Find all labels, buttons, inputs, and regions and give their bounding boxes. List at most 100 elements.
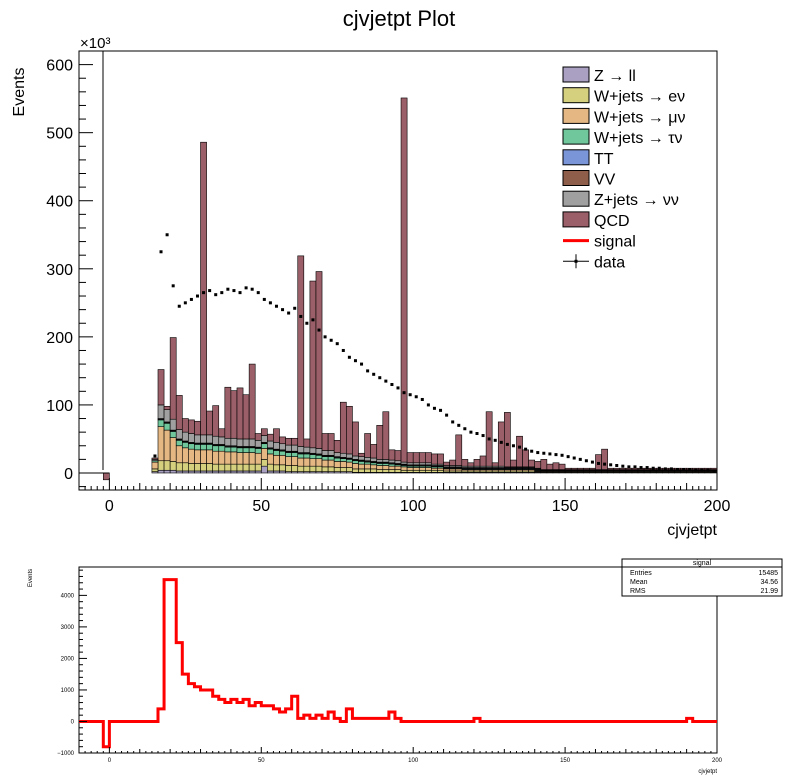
stack-bar <box>242 470 250 474</box>
stack-bar <box>224 463 232 472</box>
data-point <box>244 286 248 290</box>
stack-bar <box>248 470 256 474</box>
stack-bar <box>248 463 256 472</box>
legend-label: Z+jets → νν <box>594 192 679 209</box>
data-point <box>171 284 175 288</box>
stack-bar <box>157 419 165 428</box>
legend-item: QCD <box>562 211 630 230</box>
data-point <box>457 423 461 427</box>
data-point <box>669 467 673 471</box>
stack-bar <box>194 470 201 474</box>
bottom-y-axis: −1000 0 1000 2000 3000 4000 <box>57 569 87 757</box>
y-multiplier: ×10³ <box>80 35 110 52</box>
stack-bar <box>333 457 341 462</box>
y-tick-label: 0 <box>71 719 75 725</box>
x-tick-label: 150 <box>552 498 579 515</box>
stack-bar <box>151 457 159 460</box>
stack-bar <box>370 464 378 470</box>
y-tick-label: 3000 <box>61 625 75 631</box>
stack-bar <box>175 470 183 474</box>
stack-bar <box>254 470 262 474</box>
stack-bar <box>376 469 384 473</box>
data-point <box>651 466 655 470</box>
stack-bar <box>333 452 341 457</box>
stack-bar <box>285 444 292 452</box>
stack-bar <box>333 467 341 472</box>
stack-bar <box>273 454 280 466</box>
data-point <box>396 386 400 390</box>
stack-bar <box>291 437 299 446</box>
stack-bar <box>370 468 378 473</box>
stack-bar <box>218 450 226 465</box>
data-point <box>153 454 157 458</box>
stack-bar <box>206 463 213 472</box>
data-point <box>214 293 218 297</box>
stack-bar <box>425 452 432 464</box>
legend-item: signal <box>563 234 636 251</box>
stats-entries-value: 15485 <box>759 570 779 577</box>
stack-bar <box>388 449 396 461</box>
stack-bar <box>163 429 171 462</box>
stack-bar <box>175 429 183 440</box>
stack-bar <box>607 467 615 470</box>
legend-swatch <box>562 107 590 124</box>
stack-bar <box>157 460 165 471</box>
stack-bar <box>388 459 396 464</box>
data-point <box>347 355 351 359</box>
stack-bar <box>327 459 335 468</box>
stack-bar <box>388 463 396 467</box>
stack-bar <box>576 467 584 470</box>
stack-bar <box>273 470 280 474</box>
stack-bar <box>443 468 450 472</box>
data-point <box>408 393 412 397</box>
stack-bar <box>327 433 335 451</box>
stack-bar <box>285 437 292 446</box>
stack-bar <box>157 404 165 419</box>
stack-bar <box>169 431 177 438</box>
stack-bar <box>175 395 183 430</box>
data-point <box>329 338 333 342</box>
stack-bar <box>339 401 347 454</box>
stack-bar <box>425 469 432 473</box>
stack-bar <box>181 418 189 433</box>
x-tick-label: 200 <box>704 498 731 515</box>
data-point <box>657 466 661 470</box>
stack-bar <box>230 470 238 474</box>
stack-bar <box>236 438 244 447</box>
data-point <box>341 348 345 352</box>
stack-bar <box>236 463 244 472</box>
legend-label: Z → ll <box>594 68 636 85</box>
data-point <box>432 406 436 410</box>
stack-bar <box>339 461 347 468</box>
stack-bar <box>601 448 608 470</box>
stack-bar <box>194 444 201 451</box>
x-tick-label: 50 <box>258 758 265 764</box>
stack-bar <box>388 465 396 470</box>
stack-bar <box>175 440 183 447</box>
stack-bar <box>303 438 311 448</box>
stack-bar <box>461 459 469 467</box>
data-point <box>578 457 582 461</box>
stack-bar <box>169 418 177 431</box>
stack-bar <box>194 420 201 436</box>
stack-bar <box>188 470 195 474</box>
legend: Z → ll W+jets → eν W+jets → μν W+jets → τν T… <box>562 66 685 271</box>
legend-item: W+jets → μν <box>562 107 685 126</box>
y-tick-label: 0 <box>64 466 73 483</box>
stack-bar <box>315 458 323 467</box>
data-point <box>445 413 449 417</box>
stack-bar <box>400 469 408 473</box>
stack-bar <box>242 447 250 453</box>
data-point <box>256 291 260 295</box>
data-point <box>645 466 649 470</box>
data-point <box>676 468 680 472</box>
stack-bar <box>188 443 195 450</box>
stack-bar <box>346 461 353 468</box>
stack-bar <box>613 467 621 470</box>
stack-bar <box>491 462 499 467</box>
data-point <box>706 468 710 472</box>
stack-bar <box>358 468 365 473</box>
data-point <box>384 379 388 383</box>
data-point <box>183 301 187 305</box>
